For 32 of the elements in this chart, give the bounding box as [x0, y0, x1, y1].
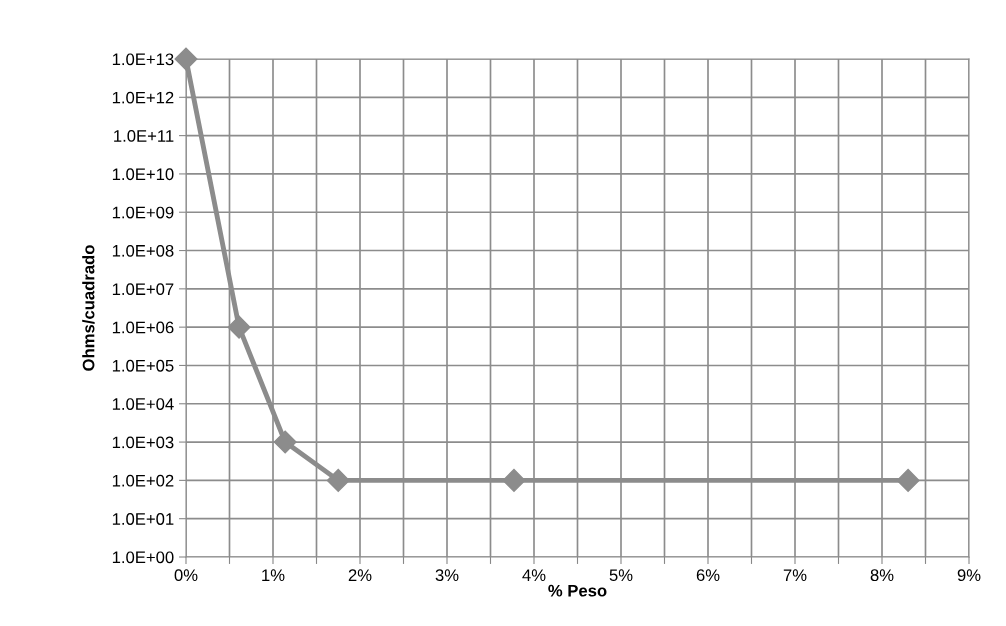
y-tick-label: 1.0E+02 — [112, 474, 174, 487]
y-tick-label: 1.0E+11 — [114, 130, 174, 142]
x-tick-label: 5% — [609, 569, 633, 582]
y-tick-label: 1.0E+06 — [112, 321, 174, 334]
y-tick-label: 1.0E+08 — [112, 244, 174, 257]
point — [326, 468, 350, 492]
y-tick-label: 1.0E+07 — [112, 283, 174, 296]
x-tick-label: 7% — [783, 569, 807, 581]
x-tick-label: 4% — [522, 569, 546, 581]
y-tick-label: 1.0E+00 — [112, 551, 174, 564]
point — [896, 468, 920, 492]
y-tick-label: 1.0E+04 — [112, 398, 174, 410]
x-tick-label: 3% — [435, 569, 459, 582]
point — [273, 430, 297, 454]
x-tick-label: 2% — [348, 569, 372, 581]
y-tick-label: 1.0E+05 — [112, 359, 174, 372]
x-tick-label: 9% — [957, 569, 981, 582]
x-axis-title: % Peso — [548, 584, 607, 597]
y-axis-title: Ohms/cuadrado — [82, 245, 95, 371]
x-tick-label: 6% — [696, 569, 720, 582]
x-tick-label: 0% — [174, 569, 198, 582]
x-tick-label: 1% — [262, 569, 285, 581]
y-tick-label: 1.0E+10 — [112, 168, 174, 181]
y-tick-label: 1.0E+03 — [112, 436, 174, 449]
y-tick-label: 1.0E+12 — [112, 91, 174, 104]
y-tick-label: 1.0E+13 — [112, 53, 174, 66]
point — [227, 315, 251, 339]
point — [502, 468, 526, 492]
x-tick-label: 8% — [870, 569, 894, 582]
point — [174, 47, 198, 71]
y-tick-label: 1.0E+01 — [112, 513, 174, 525]
y-tick-label: 1.0E+09 — [112, 206, 174, 219]
